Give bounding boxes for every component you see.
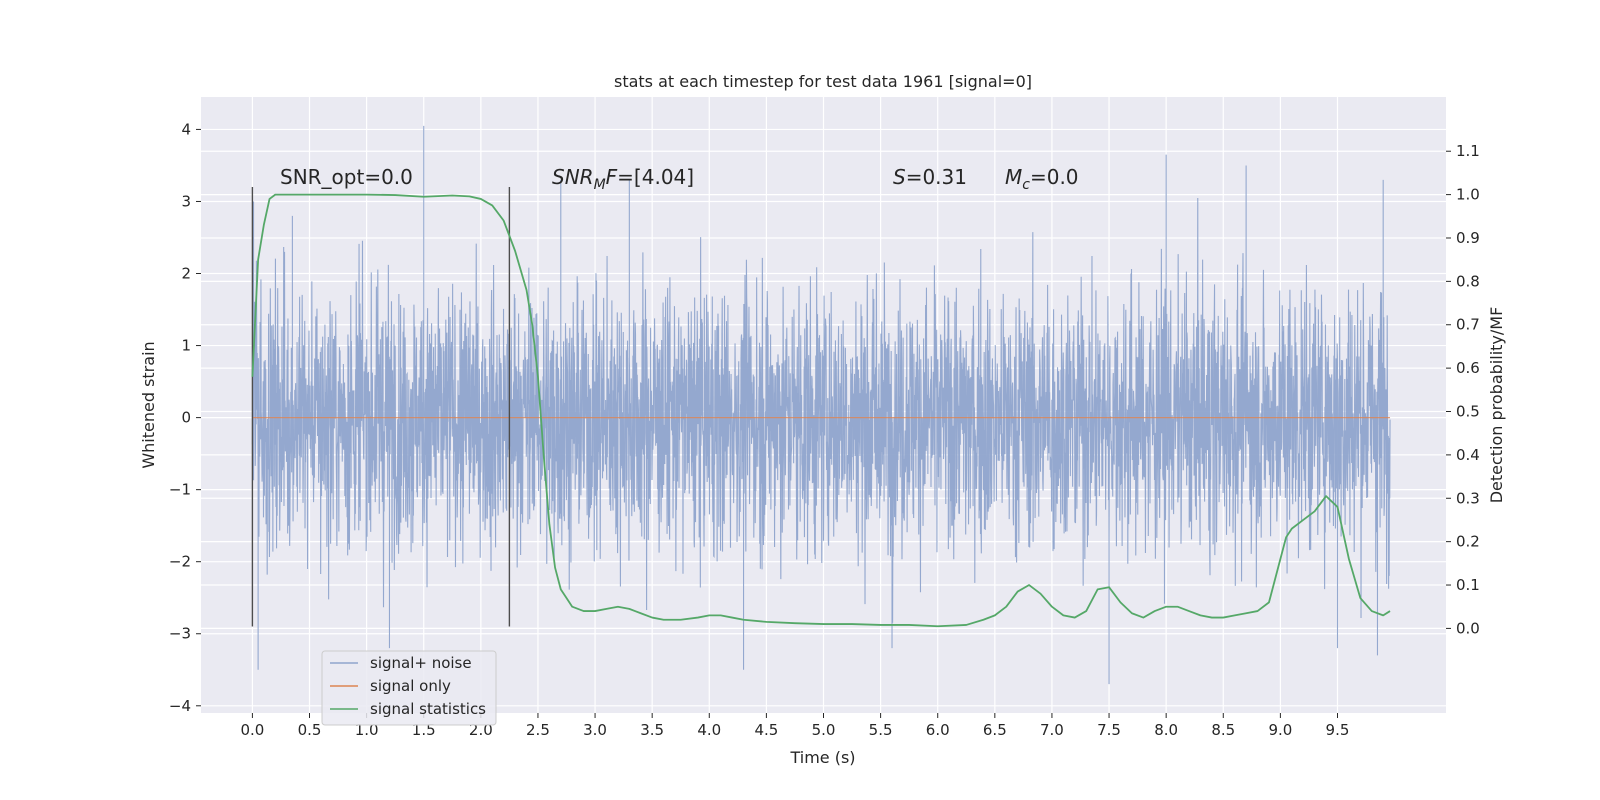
y-left-tick-label: 4: [181, 120, 191, 138]
y-right-tick-label: 0.0: [1456, 619, 1480, 637]
vertical-markers: [251, 187, 511, 627]
legend-label-signal-noise: signal+ noise: [370, 654, 472, 672]
x-tick-label: 0.5: [298, 721, 322, 739]
y-left-tick-label: −3: [169, 625, 191, 643]
y-left-tick-labels: 4 3 2 1 0 −1 −2 −3 −4: [169, 120, 201, 715]
x-tick-label: 6.5: [983, 721, 1007, 739]
y-left-tick-label: 1: [181, 337, 191, 355]
x-tick-label: 0.0: [240, 721, 264, 739]
annotation-snr-mf: SNRMF=[4.04]: [552, 165, 694, 193]
y-left-tick-label: 3: [181, 192, 191, 210]
x-tick-label: 5.0: [812, 721, 836, 739]
legend-box: [321, 650, 497, 726]
y-right-tick-label: 0.5: [1456, 403, 1480, 421]
x-tick-label: 8.0: [1154, 721, 1178, 739]
noise-series: [251, 125, 1391, 685]
x-tick-label: 3.0: [583, 721, 607, 739]
x-tick-label: 3.5: [640, 721, 664, 739]
y-left-tick-label: −2: [169, 553, 191, 571]
y-right-tick-label: 0.7: [1456, 316, 1480, 334]
x-tick-label: 9.0: [1268, 721, 1292, 739]
x-axis-label: Time (s): [789, 748, 855, 767]
y-right-tick-label: 1.1: [1456, 142, 1480, 160]
y-right-tick-label: 0.4: [1456, 446, 1480, 464]
x-tick-label: 4.0: [697, 721, 721, 739]
snr-mf-value: =[4.04]: [617, 165, 694, 189]
x-tick-label: 6.0: [926, 721, 950, 739]
s-symbol: S: [893, 165, 906, 189]
x-tick-label: 2.5: [526, 721, 550, 739]
signal-statistics-line: [251, 193, 1391, 628]
y-right-tick-label: 0.9: [1456, 229, 1480, 247]
snr-mf-subscript: M: [594, 177, 606, 193]
y-left-tick-label: 0: [181, 409, 191, 427]
annotation-s: S=0.31: [893, 165, 967, 189]
mc-value: =0.0: [1030, 165, 1079, 189]
s-value: =0.31: [906, 165, 967, 189]
legend-label-signal-statistics: signal statistics: [370, 700, 486, 718]
legend: signal+ noise signal only signal statist…: [321, 650, 497, 726]
mc-symbol: M: [1005, 165, 1022, 189]
y-right-tick-label: 0.1: [1456, 576, 1480, 594]
y-right-axis-label: Detection probability/MF: [1487, 307, 1506, 504]
chart-title: stats at each timestep for test data 196…: [614, 72, 1032, 91]
y-left-axis-label: Whitened strain: [139, 341, 158, 468]
x-tick-label: 7.5: [1097, 721, 1121, 739]
annotation-mc: Mc=0.0: [1005, 165, 1079, 193]
legend-label-signal-only: signal only: [370, 677, 451, 695]
y-left-tick-label: −4: [169, 697, 191, 715]
x-tick-label: 7.0: [1040, 721, 1064, 739]
x-tick-label: 9.5: [1326, 721, 1350, 739]
signal-statistics-series: [251, 193, 1391, 628]
annotation-snr-opt: SNR_opt=0.0: [280, 165, 413, 189]
y-right-tick-labels: 1.1 1.0 0.9 0.8 0.7 0.6 0.5 0.4 0.3 0.2 0.1 0.0: [1446, 142, 1480, 637]
mc-subscript: c: [1022, 177, 1030, 193]
x-tick-label: 5.5: [869, 721, 893, 739]
x-tick-label: 8.5: [1211, 721, 1235, 739]
y-right-tick-label: 1.0: [1456, 186, 1480, 204]
y-right-tick-label: 0.8: [1456, 272, 1480, 290]
snr-mf-symbol: SNR: [552, 165, 594, 189]
x-tick-labels: 0.0 0.5 1.0 1.5 2.0 2.5 3.0 3.5 4.0 4.5 5.0 5.5 6.0 6…: [240, 713, 1349, 739]
y-right-tick-label: 0.2: [1456, 533, 1480, 551]
y-left-tick-label: 2: [181, 265, 191, 283]
snr-mf-symbol-f: F: [606, 165, 618, 189]
x-tick-label: 4.5: [754, 721, 778, 739]
y-right-tick-label: 0.6: [1456, 359, 1480, 377]
y-left-tick-label: −1: [169, 481, 191, 499]
y-right-tick-label: 0.3: [1456, 489, 1480, 507]
signal-noise-line: [251, 125, 1391, 685]
